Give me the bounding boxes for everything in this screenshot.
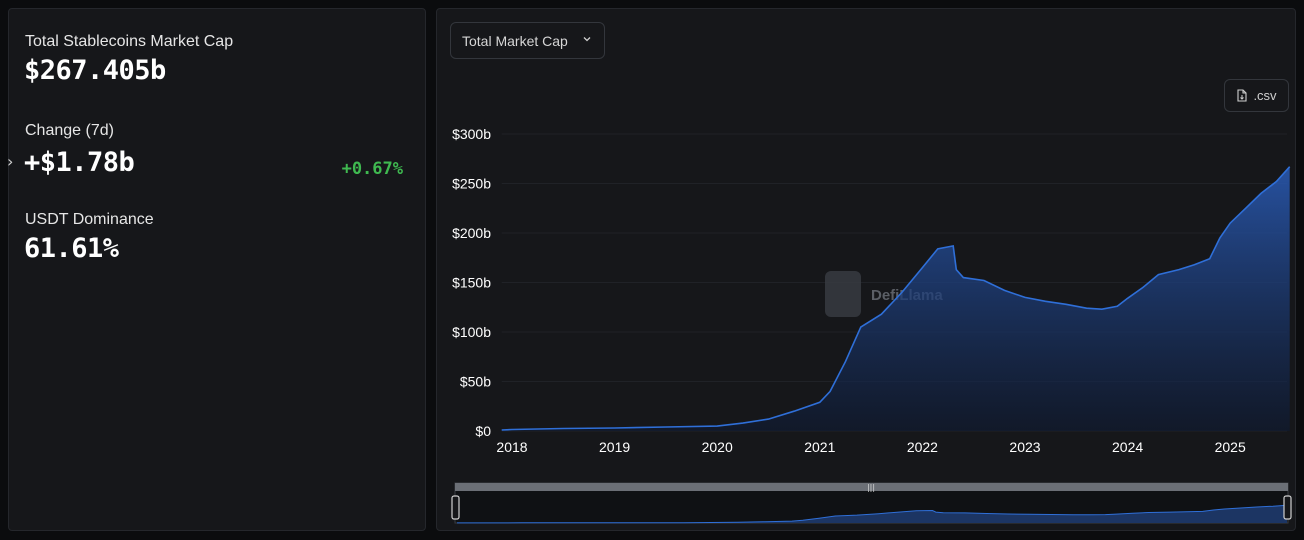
y-tick-label: $50b (460, 374, 491, 390)
metric-select-label: Total Market Cap (462, 32, 568, 49)
y-tick-label: $0 (475, 423, 491, 439)
x-tick-label: 2019 (599, 439, 630, 455)
x-tick-label: 2020 (702, 439, 733, 455)
csv-label: .csv (1253, 88, 1277, 103)
x-tick-label: 2021 (804, 439, 835, 455)
brush-mini-line (457, 504, 1288, 524)
y-tick-label: $100b (452, 324, 491, 340)
brush-right-handle[interactable] (1283, 495, 1292, 520)
y-tick-label: $200b (452, 225, 491, 241)
x-tick-label: 2018 (496, 439, 527, 455)
download-csv-button[interactable]: .csv (1224, 79, 1289, 112)
market-cap-line (501, 166, 1291, 431)
total-market-cap-label: Total Stablecoins Market Cap (25, 33, 234, 50)
usdt-dominance-label: USDT Dominance (25, 211, 154, 228)
x-tick-label: 2023 (1009, 439, 1040, 455)
y-tick-label: $300b (452, 126, 491, 142)
usdt-dominance-value: 61.61% (24, 233, 119, 264)
market-cap-area (501, 166, 1290, 431)
brush-mini-area (457, 505, 1287, 523)
x-tick-label: 2024 (1112, 439, 1143, 455)
file-icon (1237, 89, 1247, 102)
y-tick-label: $250b (452, 176, 491, 192)
range-brush[interactable]: ||| (451, 482, 1292, 524)
svg-text:|||: ||| (867, 483, 875, 492)
x-tick-label: 2022 (907, 439, 938, 455)
brush-left-handle[interactable] (451, 495, 460, 520)
stats-panel: Total Stablecoins Market Cap $267.405b ›… (7, 8, 426, 531)
brush-handle-bar[interactable] (455, 483, 1288, 491)
y-tick-label: $150b (452, 275, 491, 291)
chart-panel: DefiLlama $0$50b$100b$150b$200b$250b$300… (436, 8, 1296, 531)
chevron-right-icon[interactable]: › (7, 152, 14, 171)
change-7d-label: Change (7d) (25, 122, 114, 139)
total-market-cap-value: $267.405b (24, 55, 166, 86)
chevron-down-icon (583, 37, 591, 42)
x-tick-label: 2025 (1215, 439, 1246, 455)
market-cap-chart: DefiLlama $0$50b$100b$150b$200b$250b$300… (451, 126, 1292, 524)
change-7d-percent: +0.67% (341, 159, 403, 179)
metric-select[interactable]: Total Market Cap (450, 22, 605, 59)
change-7d-value: +$1.78b (24, 147, 135, 178)
